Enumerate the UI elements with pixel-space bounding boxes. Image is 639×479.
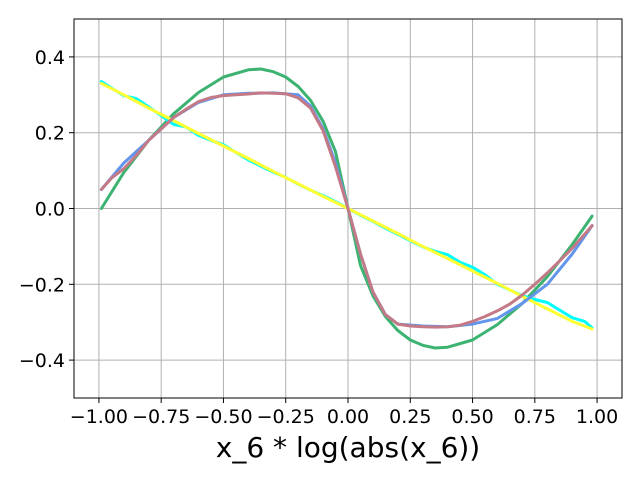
y-tick-label: 0.0 bbox=[35, 199, 65, 221]
x-tick-label: 1.00 bbox=[576, 406, 618, 428]
x-tick-label: 0.00 bbox=[327, 406, 369, 428]
series-line-5 bbox=[99, 91, 594, 329]
ticks: −1.00 −0.75 −0.50 −0.25 0.00 0.25 0.50 0.75 1.00… bbox=[19, 47, 618, 428]
x-tick-label: 0.25 bbox=[389, 406, 431, 428]
series-layer bbox=[99, 67, 594, 350]
y-tick-label: −0.2 bbox=[19, 274, 65, 296]
x-tick-label: −0.50 bbox=[194, 406, 252, 428]
x-tick-label: 0.50 bbox=[451, 406, 493, 428]
x-tick-label: 0.75 bbox=[514, 406, 556, 428]
x-axis-label: x_6 * log(abs(x_6)) bbox=[216, 431, 480, 464]
y-tick-label: 0.4 bbox=[35, 47, 65, 69]
x-tick-label: −0.75 bbox=[132, 406, 190, 428]
y-tick-label: 0.2 bbox=[35, 123, 65, 145]
x-tick-label: −0.25 bbox=[257, 406, 315, 428]
y-tick-label: −0.4 bbox=[19, 350, 65, 372]
grid bbox=[74, 19, 622, 398]
x-tick-label: −1.00 bbox=[70, 406, 128, 428]
